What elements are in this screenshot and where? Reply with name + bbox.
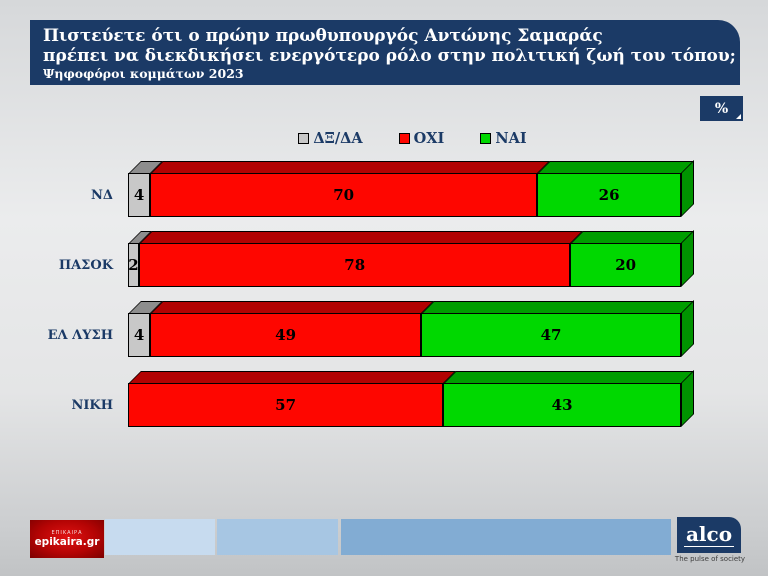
title-line-1: Πιστεύετε ότι ο πρώην πρωθυπουργός Αντών… <box>43 26 603 46</box>
bar-area: 4 70 26 <box>128 160 697 217</box>
bar-value-label: 4 <box>133 326 145 344</box>
bar-value-label: 78 <box>344 256 366 274</box>
bar-row: ΠΑΣΟΚ 2 78 20 <box>0 230 768 287</box>
bar-segment <box>150 313 422 357</box>
bar-segment <box>128 173 151 217</box>
legend-item: ΟΧΙ <box>398 130 445 147</box>
bar-value-label: 26 <box>598 186 620 204</box>
legend-swatch <box>480 133 492 144</box>
bar-value-label: 47 <box>540 326 562 344</box>
percent-badge: % <box>700 96 743 121</box>
bar-value-label: 57 <box>275 396 297 414</box>
legend-label: ΔΞ/ΔΑ <box>313 130 363 147</box>
legend-swatch <box>298 133 310 144</box>
bar-value-label: 49 <box>275 326 297 344</box>
bar-category-label: ΝΔ <box>91 187 113 203</box>
bar-area: 2 78 20 <box>128 230 697 287</box>
bar-segment <box>570 243 681 287</box>
bar-area: 4 49 47 <box>128 300 697 357</box>
stacked-bar-chart: ΝΔ 4 70 26 ΠΑΣΟΚ 2 78 20 ΕΛ ΛΥΣΗ 4 49 47 ΝΙΚΗ 57 43 <box>0 160 768 441</box>
alco-logo-tagline: The pulse of society <box>674 555 746 563</box>
epikaira-logo-text: epikaira.gr <box>34 536 100 548</box>
bar-row: ΕΛ ΛΥΣΗ 4 49 47 <box>0 300 768 357</box>
bar-category-label: ΝΙΚΗ <box>71 397 113 413</box>
bar-segment <box>139 243 571 287</box>
footer-strip-light <box>105 519 215 555</box>
epikaira-logo-tagline: ΕΠΙΚΑΙΡΑ <box>51 530 83 536</box>
bar-row: ΝΔ 4 70 26 <box>0 160 768 217</box>
chart-legend: ΔΞ/ΔΑ ΟΧΙ ΝΑΙ <box>128 130 697 147</box>
bar-value-label: 4 <box>133 186 145 204</box>
title-subtitle: Ψηφοφόροι κομμάτων 2023 <box>43 66 244 81</box>
bar-value-label: 43 <box>551 396 573 414</box>
bar-value-label: 20 <box>615 256 637 274</box>
legend-item: ΝΑΙ <box>480 130 527 147</box>
footer-strip-deep <box>341 519 671 555</box>
bar-value-label: 70 <box>333 186 355 204</box>
bar-segment <box>150 173 538 217</box>
bar-category-label: ΠΑΣΟΚ <box>58 257 113 273</box>
bar-area: 57 43 <box>128 370 697 427</box>
bar-segment <box>128 313 151 357</box>
percent-badge-label: % <box>714 100 729 117</box>
alco-logo-text: alco <box>683 522 735 547</box>
bar-segment <box>537 173 681 217</box>
bar-value-label: 2 <box>128 256 139 274</box>
legend-item: ΔΞ/ΔΑ <box>298 130 363 147</box>
bar-category-label: ΕΛ ΛΥΣΗ <box>47 327 113 343</box>
epikaira-logo: ΕΠΙΚΑΙΡΑ epikaira.gr <box>30 520 104 558</box>
bar-row: ΝΙΚΗ 57 43 <box>0 370 768 427</box>
footer-strip-mid <box>217 519 338 555</box>
title-box: Πιστεύετε ότι ο πρώην πρωθυπουργός Αντών… <box>30 20 740 85</box>
bar-segment <box>128 383 444 427</box>
legend-label: ΟΧΙ <box>413 130 445 147</box>
bar-segment <box>421 313 681 357</box>
legend-swatch <box>398 133 410 144</box>
corner-notch <box>736 114 741 119</box>
alco-logo: alco <box>677 517 741 553</box>
legend-label: ΝΑΙ <box>495 130 527 147</box>
title-line-2: πρέπει να διεκδικήσει ενεργότερο ρόλο στ… <box>43 46 736 66</box>
bar-segment <box>128 243 140 287</box>
bar-segment <box>443 383 681 427</box>
